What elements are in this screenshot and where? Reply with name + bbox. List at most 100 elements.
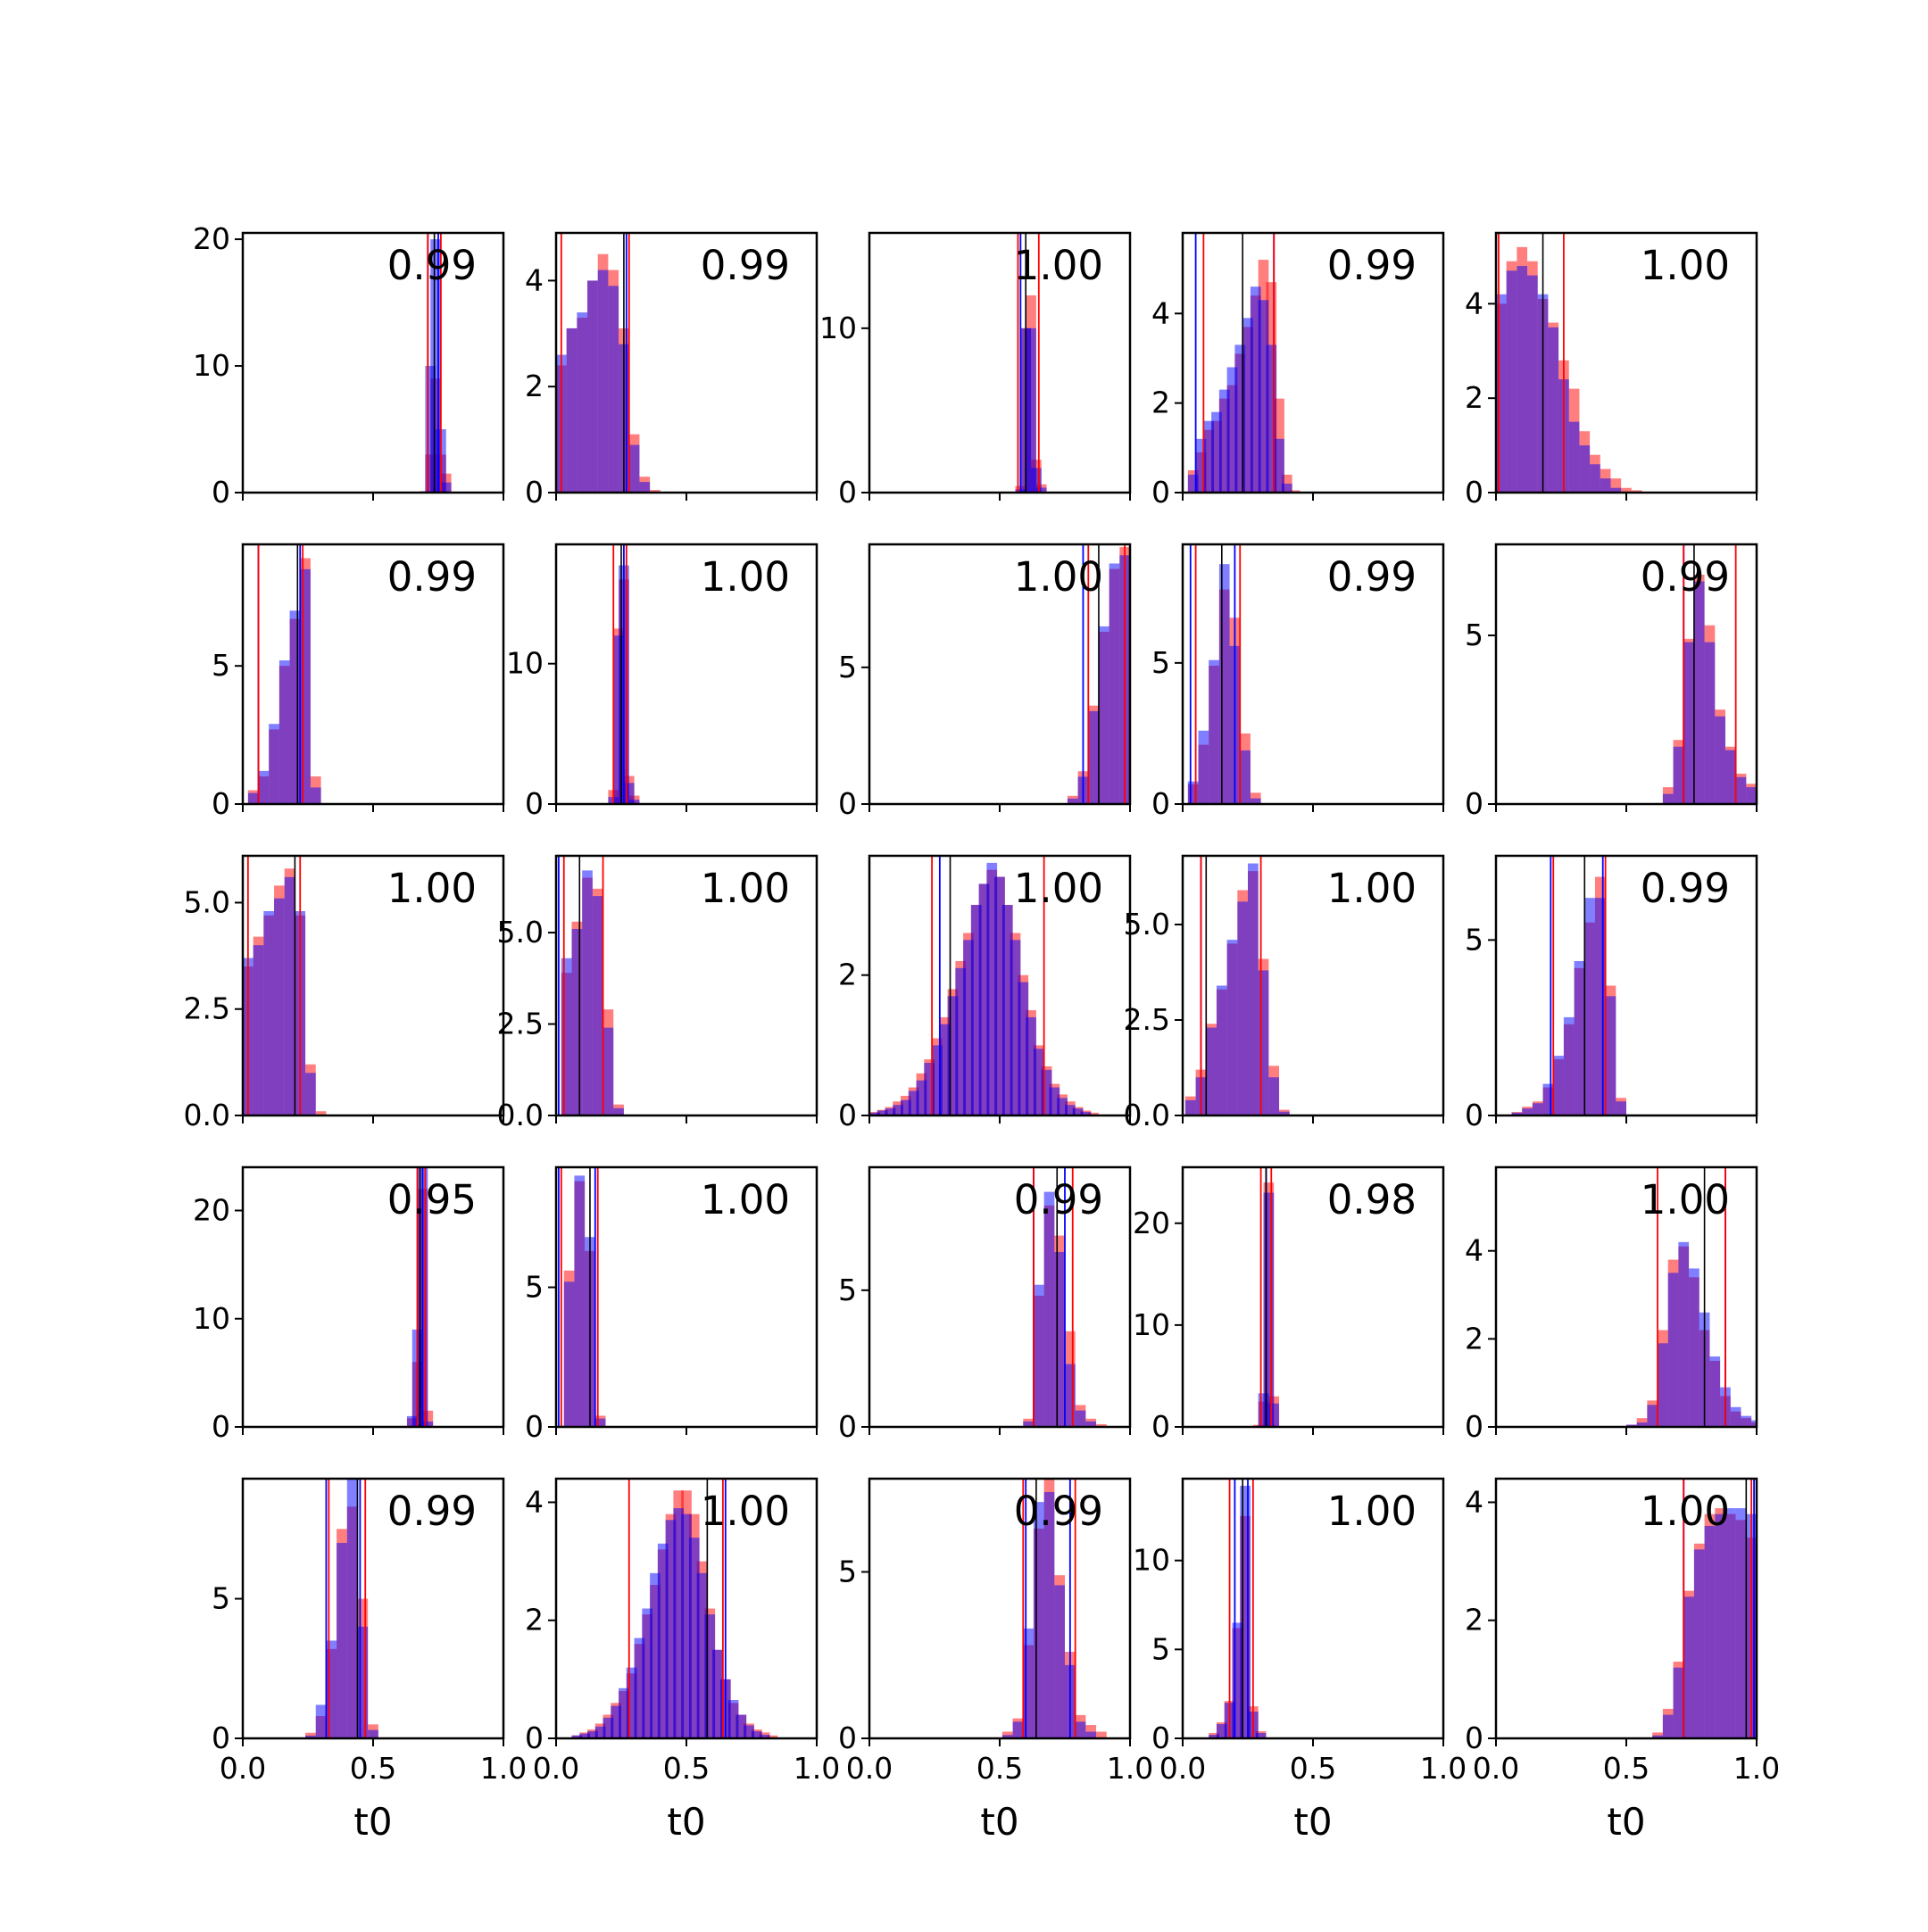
panel-value-label: 0.99 xyxy=(1641,865,1730,912)
blue-hist-bar xyxy=(1010,940,1021,1115)
blue-hist-bar xyxy=(877,1110,888,1115)
blue-hist-bar xyxy=(1216,1724,1227,1738)
x-tick-label: 0.5 xyxy=(1290,1751,1336,1786)
blue-hist-bar xyxy=(594,1726,606,1738)
blue-hist-bar xyxy=(1195,438,1207,493)
plot-area xyxy=(869,856,1099,1115)
plot-area xyxy=(420,233,452,493)
subplot-2-4: 050.99 xyxy=(1151,543,1445,821)
panel-value-label: 0.99 xyxy=(1327,242,1417,289)
blue-hist-bar xyxy=(1054,1251,1065,1427)
blue-hist-bar xyxy=(613,635,624,804)
panel-value-label: 1.00 xyxy=(701,865,790,912)
blue-hist-bar xyxy=(594,1418,606,1427)
blue-hist-bar xyxy=(1098,626,1109,804)
blue-hist-bar xyxy=(1085,1421,1097,1427)
y-tick-label: 0 xyxy=(838,1721,857,1755)
blue-hist-bar xyxy=(628,800,640,804)
blue-hist-bar xyxy=(1274,438,1284,493)
blue-hist-bar xyxy=(634,1638,645,1738)
blue-hist-bar xyxy=(1730,1406,1741,1427)
blue-hist-bar xyxy=(1709,1356,1721,1427)
subplot-5-1: 0 5 0.0 0.5 1.0 0.99 t0 xyxy=(212,1477,527,1844)
blue-hist-bar xyxy=(1080,1112,1092,1115)
x-tick-label: 0.0 xyxy=(1159,1751,1206,1786)
y-tick-label: 10 xyxy=(1133,1307,1170,1342)
blue-hist-bar xyxy=(1662,793,1674,804)
blue-hist-bar xyxy=(1746,787,1757,804)
plot-area xyxy=(243,856,327,1115)
x-tick-label: 0.0 xyxy=(846,1751,893,1786)
y-tick-label: 5.0 xyxy=(497,915,544,949)
subplot-1-3: 0 10 1.00 xyxy=(819,231,1132,510)
blue-hist-bar xyxy=(1023,1421,1034,1427)
plot-area xyxy=(1187,233,1301,493)
blue-hist-bar xyxy=(1057,1098,1068,1115)
blue-hist-bar xyxy=(978,883,990,1115)
y-tick-label: 0 xyxy=(525,1409,544,1444)
blue-hist-bar xyxy=(1689,1268,1699,1427)
blue-hist-bar xyxy=(673,1508,685,1738)
blue-hist-bar xyxy=(1724,1508,1736,1738)
blue-hist-bar xyxy=(258,770,270,804)
subplot-4-1: 0 10 20 0.95 xyxy=(193,1165,505,1444)
blue-hist-bar xyxy=(1579,445,1591,493)
blue-hist-bar xyxy=(1209,1735,1219,1738)
y-tick-label: 2 xyxy=(1465,1603,1483,1638)
blue-hist-bar xyxy=(1242,318,1253,493)
panel-value-label: 1.00 xyxy=(387,865,477,912)
panel-value-label: 1.00 xyxy=(1327,1488,1417,1535)
blue-hist-bar xyxy=(1012,1721,1024,1738)
blue-hist-bar xyxy=(1001,905,1013,1115)
panel-value-label: 1.00 xyxy=(1014,553,1103,601)
plot-area xyxy=(1209,1479,1267,1738)
blue-hist-bar xyxy=(587,1731,598,1738)
y-tick-label: 0 xyxy=(212,1409,230,1444)
panel-value-label: 1.00 xyxy=(1014,865,1103,912)
blue-hist-bar xyxy=(315,1704,327,1738)
blue-hist-bar xyxy=(932,1045,943,1115)
blue-hist-bar xyxy=(1616,1101,1626,1115)
blue-hist-bar xyxy=(337,1542,347,1738)
plot-area xyxy=(1184,856,1290,1115)
blue-hist-bar xyxy=(346,1479,358,1738)
blue-hist-bar xyxy=(1075,1410,1086,1427)
y-tick-label: 4 xyxy=(525,1484,544,1519)
y-tick-label: 0 xyxy=(1465,1409,1483,1444)
blue-hist-bar xyxy=(1049,1087,1060,1115)
x-tick-label: 0.5 xyxy=(976,1751,1023,1786)
y-tick-label: 5 xyxy=(212,648,230,683)
blue-hist-bar xyxy=(1532,1103,1543,1115)
blue-hist-bar xyxy=(587,280,598,493)
y-tick-label: 0 xyxy=(212,475,230,510)
red-hist-bar xyxy=(1652,1732,1663,1738)
plot-area xyxy=(1652,1479,1757,1738)
blue-hist-bar xyxy=(986,862,998,1115)
blue-hist-bar xyxy=(1735,1508,1747,1738)
y-tick-label: 4 xyxy=(1465,1484,1483,1519)
blue-hist-bar xyxy=(1527,275,1538,493)
subplot-3-3: 021.00 xyxy=(838,854,1132,1132)
panel-value-label: 1.00 xyxy=(1014,242,1103,289)
blue-hist-bar xyxy=(269,724,279,804)
blue-hist-bar xyxy=(688,1538,700,1738)
subplot-5-3: 0 5 0.0 0.5 1.0 0.99 t0 xyxy=(838,1477,1153,1844)
blue-hist-bar xyxy=(735,1714,747,1738)
blue-hist-bar xyxy=(1693,581,1705,804)
blue-hist-bar xyxy=(1704,1525,1716,1738)
blue-hist-bar xyxy=(712,1649,723,1738)
y-tick-label: 5.0 xyxy=(184,884,230,919)
plot-area xyxy=(608,544,640,804)
blue-hist-bar xyxy=(1724,750,1736,804)
y-tick-label: 5 xyxy=(838,1554,857,1588)
blue-hist-bar xyxy=(1065,1364,1076,1427)
y-tick-label: 2.5 xyxy=(184,991,230,1026)
red-hist-bar xyxy=(1088,1112,1099,1115)
blue-hist-bar xyxy=(284,876,295,1115)
blue-hist-bar xyxy=(1026,328,1036,493)
blue-hist-bar xyxy=(582,870,593,1115)
x-tick-label: 1.0 xyxy=(1733,1751,1780,1786)
blue-hist-bar xyxy=(608,286,619,493)
blue-hist-bar xyxy=(1542,1083,1554,1115)
